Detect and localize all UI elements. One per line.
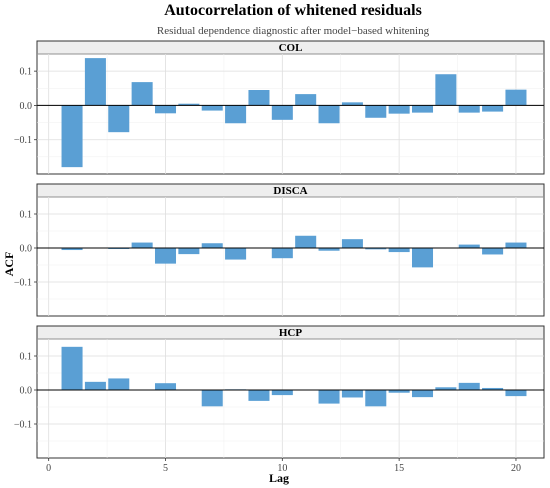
acf-bar (505, 242, 527, 248)
acf-bar (505, 390, 527, 397)
acf-bar (201, 243, 223, 248)
acf-bar (248, 90, 270, 106)
acf-bar (248, 390, 270, 401)
acf-bar (61, 105, 83, 168)
acf-bar (435, 387, 457, 390)
acf-bar (365, 248, 387, 250)
acf-bar (271, 105, 293, 120)
y-tick-label: 0.0 (20, 386, 33, 397)
acf-bar (458, 382, 480, 390)
y-tick-label: 0.0 (20, 244, 33, 255)
acf-bar (201, 390, 223, 407)
y-tick-label: −0.1 (14, 278, 32, 289)
acf-bar (482, 387, 504, 390)
x-tick-label: 10 (277, 463, 287, 474)
facet-panels: COL −0.1 0.0 0.1 DISCA −0.1 0.0 0.1 HCP −0.1 0.0 0.… (14, 40, 545, 459)
y-tick-label: 0.1 (20, 67, 33, 78)
acf-bar (61, 346, 83, 390)
acf-bar (411, 248, 434, 268)
acf-bar (131, 82, 153, 106)
acf-bar (458, 244, 480, 248)
acf-bar (154, 105, 177, 114)
acf-bar (435, 74, 457, 106)
acf-bar (341, 390, 363, 398)
x-tick-label: 0 (46, 463, 51, 474)
facet-strip-label: DISCA (273, 185, 307, 197)
panel-col: COL −0.1 0.0 0.1 (14, 40, 545, 175)
acf-bar (178, 103, 200, 106)
acf-bar (482, 248, 504, 255)
y-tick-label: −0.1 (14, 420, 32, 431)
acf-bar (225, 248, 247, 260)
acf-bar (458, 105, 480, 113)
acf-bar (84, 58, 106, 106)
y-tick-label: 0.0 (20, 101, 33, 112)
y-tick-label: 0.1 (20, 210, 33, 221)
acf-bar (341, 239, 363, 248)
acf-bar (505, 89, 527, 106)
chart-title: Autocorrelation of whitened residuals (164, 2, 422, 19)
acf-bar (178, 248, 200, 255)
acf-bar (271, 248, 293, 259)
acf-bar (341, 102, 363, 106)
acf-bar (365, 105, 387, 118)
acf-bar (411, 105, 434, 113)
acf-bar (365, 390, 387, 407)
y-tick-label: 0.1 (20, 352, 33, 363)
acf-bar (388, 390, 410, 393)
panel-border (36, 338, 545, 459)
acf-bar (295, 94, 317, 106)
acf-bar (388, 248, 410, 253)
acf-bar (108, 248, 130, 250)
y-tick-label: −0.1 (14, 135, 32, 146)
x-tick-label: 20 (511, 463, 521, 474)
acf-bar (295, 235, 317, 248)
facet-strip-label: COL (279, 42, 303, 54)
acf-bar (318, 390, 340, 404)
x-axis: 0 5 10 15 20 (46, 458, 521, 474)
acf-bar (154, 248, 177, 264)
acf-bar (482, 105, 504, 112)
facet-strip-label: HCP (279, 327, 303, 339)
acf-bar (318, 248, 340, 251)
acf-bar (84, 381, 106, 390)
acf-bar (388, 105, 410, 114)
acf-bar (318, 105, 340, 124)
y-axis-title: ACF (2, 252, 16, 277)
panel-disca: DISCA −0.1 0.0 0.1 (14, 183, 545, 317)
acf-bar (225, 105, 247, 124)
acf-bar (108, 378, 130, 390)
x-tick-label: 5 (163, 463, 168, 474)
acf-bar (411, 390, 434, 398)
acf-bar (271, 390, 293, 396)
panel-hcp: HCP −0.1 0.0 0.1 (14, 325, 545, 459)
acf-bar (61, 248, 83, 251)
x-axis-title: Lag (269, 471, 289, 485)
x-tick-label: 15 (394, 463, 404, 474)
acf-bar (131, 242, 153, 248)
acf-bar (108, 105, 130, 133)
acf-bar (201, 105, 223, 111)
chart-subtitle: Residual dependence diagnostic after mod… (157, 25, 430, 37)
acf-bar (154, 383, 177, 390)
